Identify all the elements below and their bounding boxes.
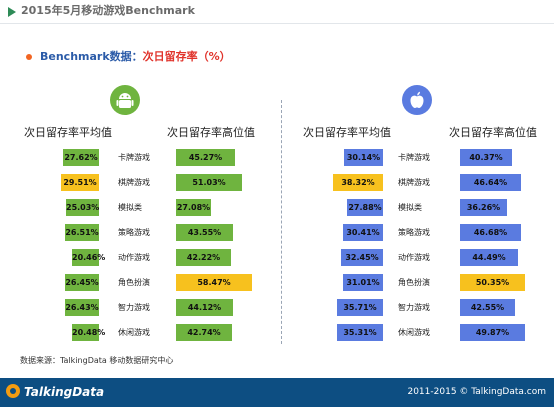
ios-high-bar: 50.35% (460, 274, 525, 291)
android-avg-bar: 29.51% (61, 174, 99, 191)
ios-avg-bar: 30.41% (343, 224, 383, 241)
play-arrow-icon (8, 7, 16, 17)
android-high-bar: 43.55% (176, 224, 233, 241)
ios-avg-bar: 30.14% (344, 149, 383, 166)
ios-category-label: 动作游戏 (398, 253, 430, 262)
android-high-bar: 51.03% (176, 174, 242, 191)
apple-icon (402, 85, 432, 115)
android-avg-bar: 26.43% (65, 299, 99, 316)
ios-avg-bar: 35.71% (337, 299, 383, 316)
subtitle-metric: 次日留存率（%） (142, 50, 231, 63)
chart-subtitle: Benchmark数据：次日留存率（%） (40, 49, 231, 65)
android-category-label: 休闲游戏 (118, 328, 150, 337)
android-category-label: 策略游戏 (118, 228, 150, 237)
ios-avg-bar: 32.45% (341, 249, 383, 266)
ios-high-bar: 44.49% (460, 249, 518, 266)
ios-high-bar: 46.64% (460, 174, 521, 191)
android-high-bar: 42.22% (176, 249, 231, 266)
ios-category-label: 策略游戏 (398, 228, 430, 237)
android-avg-bar: 27.62% (63, 149, 99, 166)
android-avg-bar: 25.03% (66, 199, 99, 216)
android-avg-header: 次日留存率平均值 (24, 126, 112, 139)
ios-avg-header: 次日留存率平均值 (303, 126, 391, 139)
android-avg-bar: 26.45% (65, 274, 99, 291)
ios-avg-bar: 35.31% (337, 324, 383, 341)
android-icon (110, 85, 140, 115)
subtitle-prefix: Benchmark数据： (40, 50, 143, 63)
data-source-note: 数据来源：TalkingData 移动数据研究中心 (20, 356, 174, 365)
android-category-label: 棋牌游戏 (118, 178, 150, 187)
bullet-dot-icon (26, 54, 32, 60)
panel-divider (281, 100, 282, 344)
android-category-label: 模拟类 (118, 203, 142, 212)
footer-bar (0, 378, 554, 407)
page-title: 2015年5月移动游戏Benchmark (21, 4, 195, 17)
ios-high-bar: 42.55% (460, 299, 515, 316)
ios-avg-bar: 38.32% (333, 174, 383, 191)
ios-avg-bar: 31.01% (343, 274, 383, 291)
android-category-label: 智力游戏 (118, 303, 150, 312)
android-high-bar: 58.47% (176, 274, 252, 291)
ios-category-label: 休闲游戏 (398, 328, 430, 337)
ios-high-bar: 49.87% (460, 324, 525, 341)
android-category-label: 角色扮演 (118, 278, 150, 287)
android-high-header: 次日留存率高位值 (167, 126, 255, 139)
android-avg-bar: 26.51% (65, 224, 99, 241)
header-divider (0, 23, 554, 24)
ios-category-label: 棋牌游戏 (398, 178, 430, 187)
ios-category-label: 卡牌游戏 (398, 153, 430, 162)
footer-logo: TalkingData (24, 385, 105, 399)
logo-icon-inner (10, 388, 16, 394)
ios-high-bar: 36.26% (460, 199, 507, 216)
ios-category-label: 智力游戏 (398, 303, 430, 312)
ios-high-header: 次日留存率高位值 (449, 126, 537, 139)
android-category-label: 卡牌游戏 (118, 153, 150, 162)
android-high-bar: 45.27% (176, 149, 235, 166)
android-avg-bar: 20.48% (72, 324, 105, 341)
android-high-bar: 42.74% (176, 324, 232, 341)
ios-avg-bar: 27.88% (347, 199, 383, 216)
footer-copyright: 2011-2015 © TalkingData.com (407, 387, 546, 397)
ios-category-label: 角色扮演 (398, 278, 430, 287)
android-avg-bar: 20.46% (72, 249, 105, 266)
android-high-bar: 27.08% (176, 199, 211, 216)
ios-high-bar: 46.68% (460, 224, 521, 241)
android-high-bar: 44.12% (176, 299, 233, 316)
android-category-label: 动作游戏 (118, 253, 150, 262)
ios-high-bar: 40.37% (460, 149, 512, 166)
ios-category-label: 模拟类 (398, 203, 422, 212)
